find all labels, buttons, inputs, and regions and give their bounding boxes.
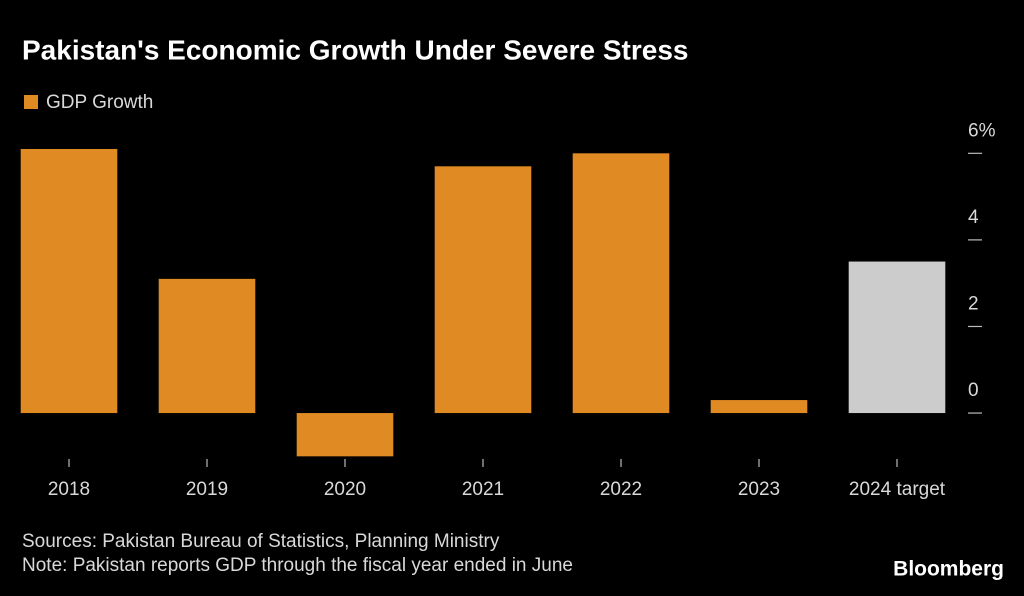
bar — [710, 400, 808, 414]
y-tick-label: 2 — [968, 293, 979, 314]
bar — [20, 148, 118, 414]
x-tick-label: 2021 — [462, 479, 504, 500]
chart-title: Pakistan's Economic Growth Under Severe … — [22, 34, 688, 65]
bar — [572, 153, 670, 414]
x-tick-label: 2019 — [186, 479, 228, 500]
x-tick-label: 2022 — [600, 479, 642, 500]
x-tick-label: 2020 — [324, 479, 366, 500]
legend-label: GDP Growth — [46, 92, 153, 113]
source-note: Sources: Pakistan Bureau of Statistics, … — [22, 531, 500, 552]
y-tick-label: 6% — [968, 120, 996, 141]
bar — [296, 413, 394, 457]
brand-logo: Bloomberg — [893, 558, 1004, 581]
y-tick-label: 4 — [968, 207, 979, 228]
x-tick-label: 2024 target — [849, 479, 946, 500]
bar — [848, 261, 946, 414]
legend-swatch — [24, 95, 38, 109]
bar — [434, 166, 532, 414]
y-tick-label: 0 — [968, 380, 979, 401]
bar — [158, 278, 256, 414]
x-tick-label: 2018 — [48, 479, 90, 500]
footnote: Note: Pakistan reports GDP through the f… — [22, 555, 573, 576]
x-tick-label: 2023 — [738, 479, 780, 500]
